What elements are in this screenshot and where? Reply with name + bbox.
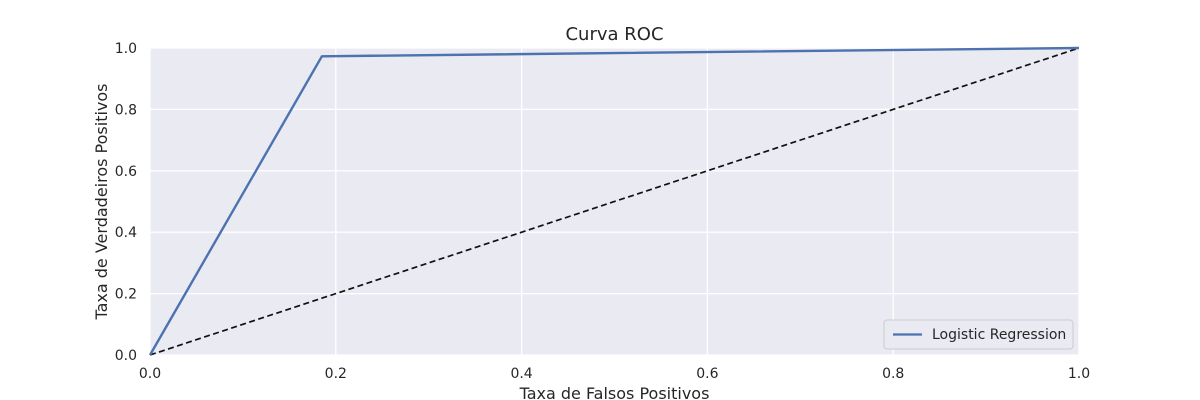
x-tick-label: 0.8 — [882, 366, 904, 382]
x-tick-label: 0.6 — [696, 366, 718, 382]
x-tick-label: 0.2 — [325, 366, 347, 382]
x-tick-labels: 0.0 0.2 0.4 0.6 0.8 1.0 — [139, 366, 1090, 382]
x-axis-label: Taxa de Falsos Positivos — [519, 384, 710, 400]
x-tick-label: 1.0 — [1068, 366, 1090, 382]
y-tick-label: 0.8 — [115, 102, 137, 118]
legend-box — [883, 319, 1074, 350]
chart-title: Curva ROC — [565, 24, 663, 45]
y-tick-labels: 0.0 0.2 0.4 0.6 0.8 1.0 — [115, 41, 137, 364]
x-tick-label: 0.4 — [510, 366, 532, 382]
series-layer — [148, 46, 1080, 356]
grid-lines — [149, 47, 1080, 356]
y-tick-label: 0.0 — [115, 348, 137, 364]
diagonal-reference-line — [149, 47, 1080, 356]
y-tick-label: 0.2 — [115, 287, 137, 303]
legend-label-logistic-regression: Logistic Regression — [932, 327, 1066, 343]
x-tick-label: 0.0 — [139, 366, 161, 382]
legend: Logistic Regression — [883, 319, 1074, 350]
y-axis-label: Taxa de Verdadeiros Positivos — [92, 83, 111, 320]
y-tick-label: 1.0 — [115, 41, 137, 57]
y-tick-label: 0.6 — [115, 164, 137, 180]
y-tick-label: 0.4 — [115, 225, 137, 241]
roc-curve-line — [148, 46, 1080, 356]
